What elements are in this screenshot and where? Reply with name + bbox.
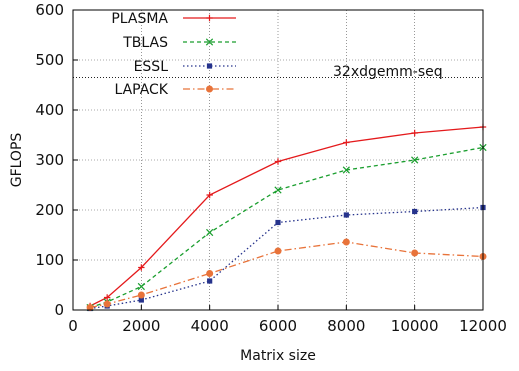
series-layer — [86, 123, 487, 312]
data-point-lapack — [103, 300, 111, 308]
annotation-label: 32xdgemm-seq — [333, 64, 443, 80]
data-point-plasma — [206, 191, 213, 199]
data-point-tblas — [137, 282, 145, 291]
series-lapack — [86, 238, 487, 311]
y-tick-label: 300 — [35, 151, 64, 169]
data-point-lapack — [137, 291, 145, 299]
data-point-essl — [412, 208, 418, 215]
y-tick-label: 100 — [35, 251, 64, 269]
data-point-essl — [207, 278, 213, 284]
x-tick-label: 10000 — [391, 317, 439, 335]
y-axis-label: GFLOPS — [9, 133, 25, 188]
series-line-plasma — [89, 126, 484, 307]
data-point-plasma — [343, 139, 350, 146]
legend-marker-plasma — [206, 14, 213, 22]
data-point-plasma — [103, 294, 111, 301]
legend-marker-essl — [206, 63, 213, 69]
data-point-plasma — [274, 158, 282, 165]
legend-marker-lapack — [206, 85, 213, 93]
legend-label-plasma: PLASMA — [111, 11, 168, 27]
data-point-lapack — [411, 249, 419, 257]
series-tblas — [86, 143, 487, 312]
data-point-tblas — [274, 186, 282, 194]
y-tick-label: 400 — [35, 101, 64, 119]
data-point-essl — [343, 212, 349, 218]
data-point-plasma — [411, 129, 418, 137]
y-tick-label: 200 — [35, 201, 64, 219]
legend-marker-tblas — [205, 38, 214, 46]
x-tick-label: 6000 — [259, 317, 297, 335]
data-point-tblas — [206, 228, 214, 237]
x-tick-label: 0 — [68, 317, 78, 335]
data-point-essl — [138, 297, 144, 303]
data-point-plasma — [138, 264, 145, 271]
legend-label-tblas: TBLAS — [122, 35, 168, 51]
y-tick-label: 500 — [35, 51, 64, 69]
data-point-lapack — [206, 270, 214, 277]
x-axis-label: Matrix size — [240, 348, 316, 364]
data-point-tblas — [411, 156, 419, 164]
y-tick-label: 0 — [54, 301, 64, 319]
data-point-lapack — [274, 247, 282, 255]
x-tick-label: 2000 — [122, 317, 160, 335]
legend-label-lapack: LAPACK — [114, 82, 168, 98]
data-point-tblas — [342, 166, 350, 174]
legend-label-essl: ESSL — [134, 59, 169, 75]
data-point-essl — [275, 219, 281, 226]
series-plasma — [86, 123, 487, 310]
x-tick-label: 4000 — [191, 317, 229, 335]
series-line-tblas — [89, 146, 484, 309]
data-point-lapack — [342, 238, 350, 246]
x-tick-label: 12000 — [459, 317, 507, 335]
legend: PLASMA TBLAS ESSL LAPACK — [111, 11, 236, 98]
series-line-essl — [89, 206, 484, 310]
x-tick-label: 8000 — [327, 317, 365, 335]
series-essl — [87, 204, 486, 312]
series-line-lapack — [89, 241, 484, 309]
y-tick-label: 600 — [35, 1, 64, 19]
